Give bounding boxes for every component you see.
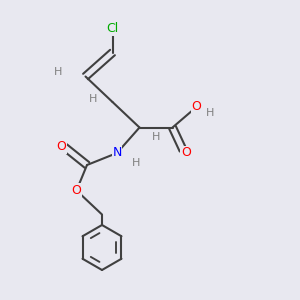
Text: O: O (181, 146, 191, 160)
Text: Cl: Cl (106, 22, 119, 35)
Text: N: N (112, 146, 122, 160)
Text: H: H (152, 131, 160, 142)
Text: O: O (72, 184, 81, 197)
Text: H: H (206, 107, 214, 118)
Text: H: H (54, 67, 63, 77)
Text: O: O (57, 140, 66, 154)
Text: H: H (89, 94, 97, 104)
Text: H: H (132, 158, 141, 169)
Text: O: O (192, 100, 201, 113)
